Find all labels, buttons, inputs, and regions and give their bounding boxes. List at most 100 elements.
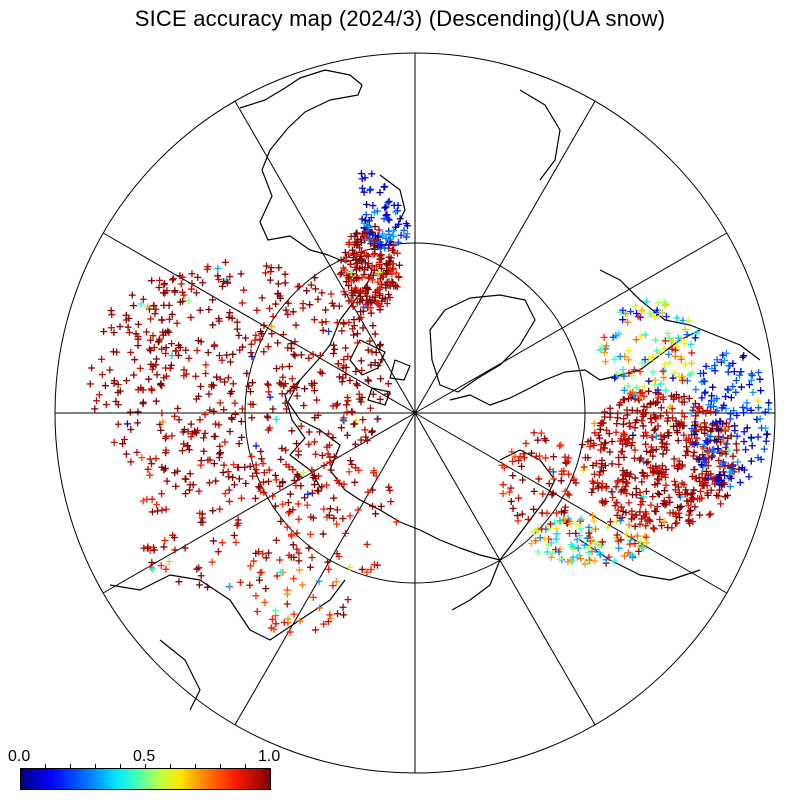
accuracy-marker (585, 543, 593, 551)
accuracy-marker (340, 356, 348, 364)
accuracy-marker (214, 264, 222, 272)
accuracy-marker (710, 448, 718, 456)
accuracy-marker (348, 246, 356, 254)
accuracy-marker (713, 491, 721, 499)
accuracy-marker (246, 462, 254, 470)
accuracy-marker (599, 538, 607, 546)
accuracy-marker (301, 385, 309, 393)
accuracy-marker (264, 477, 272, 485)
accuracy-marker (358, 286, 366, 294)
accuracy-marker (326, 611, 334, 619)
accuracy-marker (284, 299, 292, 307)
accuracy-marker (357, 357, 365, 365)
accuracy-marker (620, 386, 628, 394)
accuracy-marker (137, 300, 145, 308)
accuracy-marker (306, 301, 314, 309)
accuracy-marker (628, 515, 636, 523)
accuracy-marker (762, 437, 770, 445)
accuracy-marker (258, 455, 266, 463)
accuracy-marker (149, 362, 157, 370)
accuracy-marker (631, 446, 639, 454)
accuracy-marker (366, 186, 374, 194)
accuracy-marker (561, 487, 569, 495)
accuracy-marker (499, 490, 507, 498)
accuracy-marker (379, 273, 387, 281)
accuracy-marker (169, 531, 177, 539)
accuracy-marker (128, 291, 136, 299)
accuracy-marker (691, 466, 699, 474)
accuracy-marker (202, 361, 210, 369)
accuracy-marker (110, 438, 118, 446)
accuracy-marker (367, 404, 375, 412)
accuracy-marker (305, 428, 313, 436)
accuracy-marker (198, 514, 206, 522)
accuracy-marker (763, 430, 771, 438)
accuracy-marker (676, 514, 684, 522)
accuracy-marker (385, 230, 393, 238)
accuracy-marker (360, 303, 368, 311)
accuracy-marker (709, 383, 717, 391)
accuracy-marker (293, 440, 301, 448)
accuracy-marker (319, 530, 327, 538)
accuracy-marker (642, 510, 650, 518)
accuracy-marker (148, 508, 156, 516)
accuracy-marker (145, 375, 153, 383)
accuracy-marker (636, 393, 644, 401)
accuracy-marker (694, 494, 702, 502)
accuracy-marker (252, 442, 260, 450)
accuracy-marker (755, 368, 763, 376)
accuracy-marker (283, 600, 291, 608)
accuracy-marker (225, 497, 233, 505)
accuracy-marker (338, 269, 346, 277)
accuracy-marker (530, 487, 538, 495)
accuracy-marker (681, 360, 689, 368)
accuracy-marker (349, 254, 357, 262)
accuracy-marker (225, 583, 233, 591)
accuracy-marker (390, 242, 398, 250)
accuracy-marker (283, 405, 291, 413)
accuracy-marker (631, 522, 639, 530)
accuracy-marker (324, 618, 332, 626)
accuracy-marker (394, 249, 402, 257)
meridian-line (102, 412, 416, 594)
accuracy-marker (519, 476, 527, 484)
accuracy-marker (168, 432, 176, 440)
accuracy-marker (160, 281, 168, 289)
accuracy-marker (169, 276, 177, 284)
accuracy-marker (587, 537, 595, 545)
accuracy-marker (611, 374, 619, 382)
accuracy-marker (163, 477, 171, 485)
accuracy-marker (235, 331, 243, 339)
accuracy-marker (162, 350, 170, 358)
accuracy-marker (327, 290, 335, 298)
accuracy-marker (719, 468, 727, 476)
accuracy-marker (690, 403, 698, 411)
accuracy-marker (293, 529, 301, 537)
accuracy-marker (213, 373, 221, 381)
accuracy-marker (685, 434, 693, 442)
accuracy-marker (220, 406, 228, 414)
accuracy-marker (265, 466, 273, 474)
accuracy-marker (205, 306, 213, 314)
accuracy-marker (232, 538, 240, 546)
accuracy-marker (252, 461, 260, 469)
accuracy-marker (637, 332, 645, 340)
accuracy-marker (708, 425, 716, 433)
accuracy-marker (303, 287, 311, 295)
accuracy-marker (553, 530, 561, 538)
accuracy-marker (498, 461, 506, 469)
accuracy-marker (737, 368, 745, 376)
accuracy-marker (518, 510, 526, 518)
accuracy-marker (122, 377, 130, 385)
accuracy-marker (708, 452, 716, 460)
accuracy-marker (286, 490, 294, 498)
accuracy-marker (287, 340, 295, 348)
accuracy-marker (620, 431, 628, 439)
accuracy-marker (622, 440, 630, 448)
accuracy-marker (269, 312, 277, 320)
accuracy-marker (382, 267, 390, 275)
accuracy-marker (550, 475, 558, 483)
coastline-greenland (429, 294, 536, 393)
accuracy-marker (378, 265, 386, 273)
accuracy-marker (294, 500, 302, 508)
